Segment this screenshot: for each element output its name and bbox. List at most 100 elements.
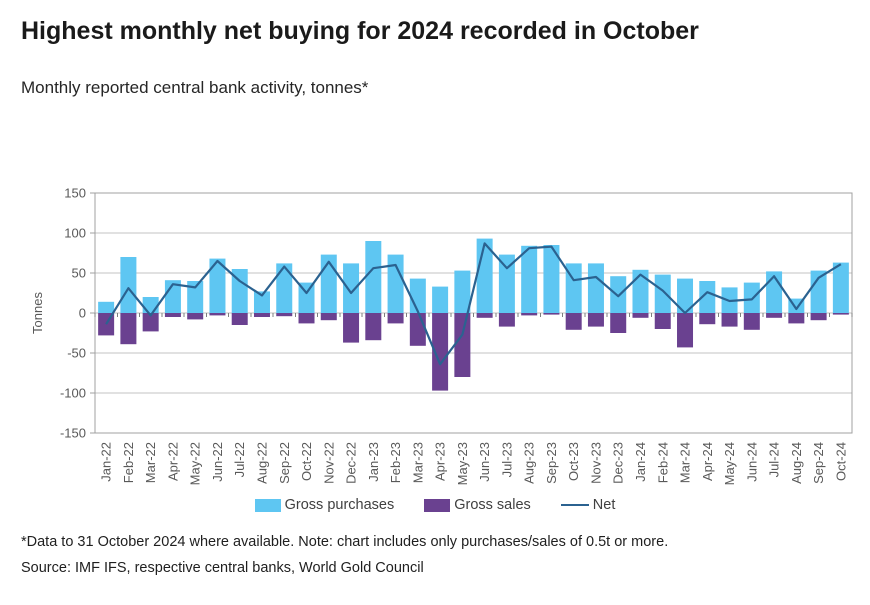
purchases-bar bbox=[699, 281, 716, 313]
y-tick-label: -150 bbox=[60, 426, 86, 441]
x-tick-label: Jun-23 bbox=[477, 442, 492, 482]
purchases-bar bbox=[276, 263, 293, 313]
x-tick-label: Aug-24 bbox=[789, 442, 804, 484]
x-tick-label: Oct-22 bbox=[299, 442, 314, 481]
purchases-bar bbox=[298, 282, 315, 313]
sales-bar bbox=[432, 313, 449, 391]
y-tick-label: 100 bbox=[64, 226, 86, 241]
purchases-bar bbox=[743, 282, 760, 313]
x-tick-label: Apr-22 bbox=[165, 442, 180, 481]
x-tick-label: Jan-22 bbox=[99, 442, 114, 482]
y-tick-label: -50 bbox=[67, 346, 86, 361]
y-axis-label: Tonnes bbox=[30, 292, 45, 334]
sales-bar bbox=[766, 313, 783, 318]
purchases-bar bbox=[387, 254, 404, 313]
x-tick-label: May-24 bbox=[722, 442, 737, 485]
purchases-bar bbox=[432, 286, 449, 313]
sales-bar bbox=[543, 313, 560, 315]
purchases-bar bbox=[365, 241, 382, 313]
purchases-bar bbox=[409, 278, 426, 313]
x-tick-label: Apr-23 bbox=[433, 442, 448, 481]
x-tick-label: Jul-23 bbox=[499, 442, 514, 477]
x-tick-label: Apr-24 bbox=[700, 442, 715, 481]
purchases-bar bbox=[98, 301, 115, 313]
sales-bar bbox=[565, 313, 582, 330]
sales-bar bbox=[721, 313, 738, 327]
purchases-bar bbox=[187, 281, 204, 313]
purchases-bar bbox=[632, 269, 649, 313]
purchases-bar bbox=[654, 274, 671, 313]
x-tick-label: Jul-22 bbox=[232, 442, 247, 477]
x-tick-label: Mar-23 bbox=[410, 442, 425, 483]
legend-label-net: Net bbox=[592, 497, 616, 513]
legend-item-gross-purchases: Gross purchases bbox=[254, 497, 395, 513]
sales-bar bbox=[743, 313, 760, 330]
x-tick-label: Jun-22 bbox=[210, 442, 225, 482]
purchases-bar bbox=[454, 270, 471, 313]
legend-label-gross-purchases: Gross purchases bbox=[284, 497, 395, 513]
y-tick-label: 150 bbox=[64, 186, 86, 201]
sales-bar bbox=[187, 313, 204, 320]
purchases-bar bbox=[142, 297, 159, 313]
x-tick-label: Sep-23 bbox=[544, 442, 559, 484]
x-tick-label: Nov-23 bbox=[588, 442, 603, 484]
sales-bar bbox=[654, 313, 671, 329]
sales-bar bbox=[209, 313, 226, 316]
x-tick-label: May-23 bbox=[455, 442, 470, 485]
sales-bar bbox=[587, 313, 604, 327]
x-tick-label: Oct-23 bbox=[566, 442, 581, 481]
sales-bar bbox=[409, 313, 426, 346]
sales-bar bbox=[365, 313, 382, 341]
purchases-bar bbox=[253, 291, 270, 313]
sales-bar bbox=[231, 313, 248, 325]
chart-canvas: 150 100 50 0 -50 -100 -150 Tonnes Jan-22 Feb-22 Ma… bbox=[30, 186, 853, 485]
sales-bar bbox=[498, 313, 515, 327]
x-tick-label: Jun-24 bbox=[744, 442, 759, 482]
chart-legend: Gross purchases Gross sales Net bbox=[0, 497, 870, 513]
sales-bar bbox=[476, 313, 493, 318]
legend-item-gross-sales: Gross sales bbox=[424, 497, 531, 513]
x-tick-label: Jan-24 bbox=[633, 442, 648, 482]
chart-source: Source: IMF IFS, respective central bank… bbox=[21, 560, 424, 576]
x-tick-label: Sep-22 bbox=[277, 442, 292, 484]
sales-bar bbox=[677, 313, 694, 348]
y-tick-label: 0 bbox=[79, 306, 86, 321]
sales-bar bbox=[832, 313, 849, 315]
sales-bar bbox=[810, 313, 827, 321]
purchases-bar bbox=[343, 263, 360, 313]
chart-footnote: *Data to 31 October 2024 where available… bbox=[21, 534, 669, 550]
sales-bar bbox=[320, 313, 337, 321]
sales-bar bbox=[387, 313, 404, 324]
x-tick-label: Dec-23 bbox=[611, 442, 626, 484]
y-tick-label: -100 bbox=[60, 386, 86, 401]
page-title: Highest monthly net buying for 2024 reco… bbox=[21, 17, 699, 45]
purchases-bar bbox=[610, 276, 627, 313]
x-tick-label: Mar-22 bbox=[143, 442, 158, 483]
sales-bar bbox=[343, 313, 360, 343]
net-line bbox=[105, 242, 842, 366]
purchases-bar bbox=[587, 263, 604, 313]
x-tick-label: Jul-24 bbox=[767, 442, 782, 477]
sales-bar bbox=[788, 313, 805, 324]
purchases-bar bbox=[498, 254, 515, 313]
legend-label-gross-sales: Gross sales bbox=[454, 497, 531, 513]
chart-area: 150 100 50 0 -50 -100 -150 Tonnes Jan-22 Feb-22 Ma… bbox=[0, 155, 870, 495]
x-tick-label: Oct-24 bbox=[833, 442, 848, 481]
sales-bar bbox=[120, 313, 137, 345]
purchases-bar bbox=[810, 270, 827, 313]
purchases-bar bbox=[231, 269, 248, 313]
sales-bar bbox=[298, 313, 315, 324]
x-tick-label: Nov-22 bbox=[321, 442, 336, 484]
x-tick-label: Feb-22 bbox=[121, 442, 136, 483]
purchases-bar bbox=[832, 262, 849, 313]
x-tick-label: Feb-24 bbox=[655, 442, 670, 483]
sales-bar bbox=[610, 313, 627, 333]
purchases-bar bbox=[209, 258, 226, 313]
sales-bar bbox=[454, 313, 471, 377]
sales-bar bbox=[253, 313, 270, 317]
purchases-bar bbox=[120, 257, 137, 313]
sales-bar bbox=[142, 313, 159, 332]
purchases-bar bbox=[521, 245, 538, 313]
sales-bar bbox=[164, 313, 181, 317]
